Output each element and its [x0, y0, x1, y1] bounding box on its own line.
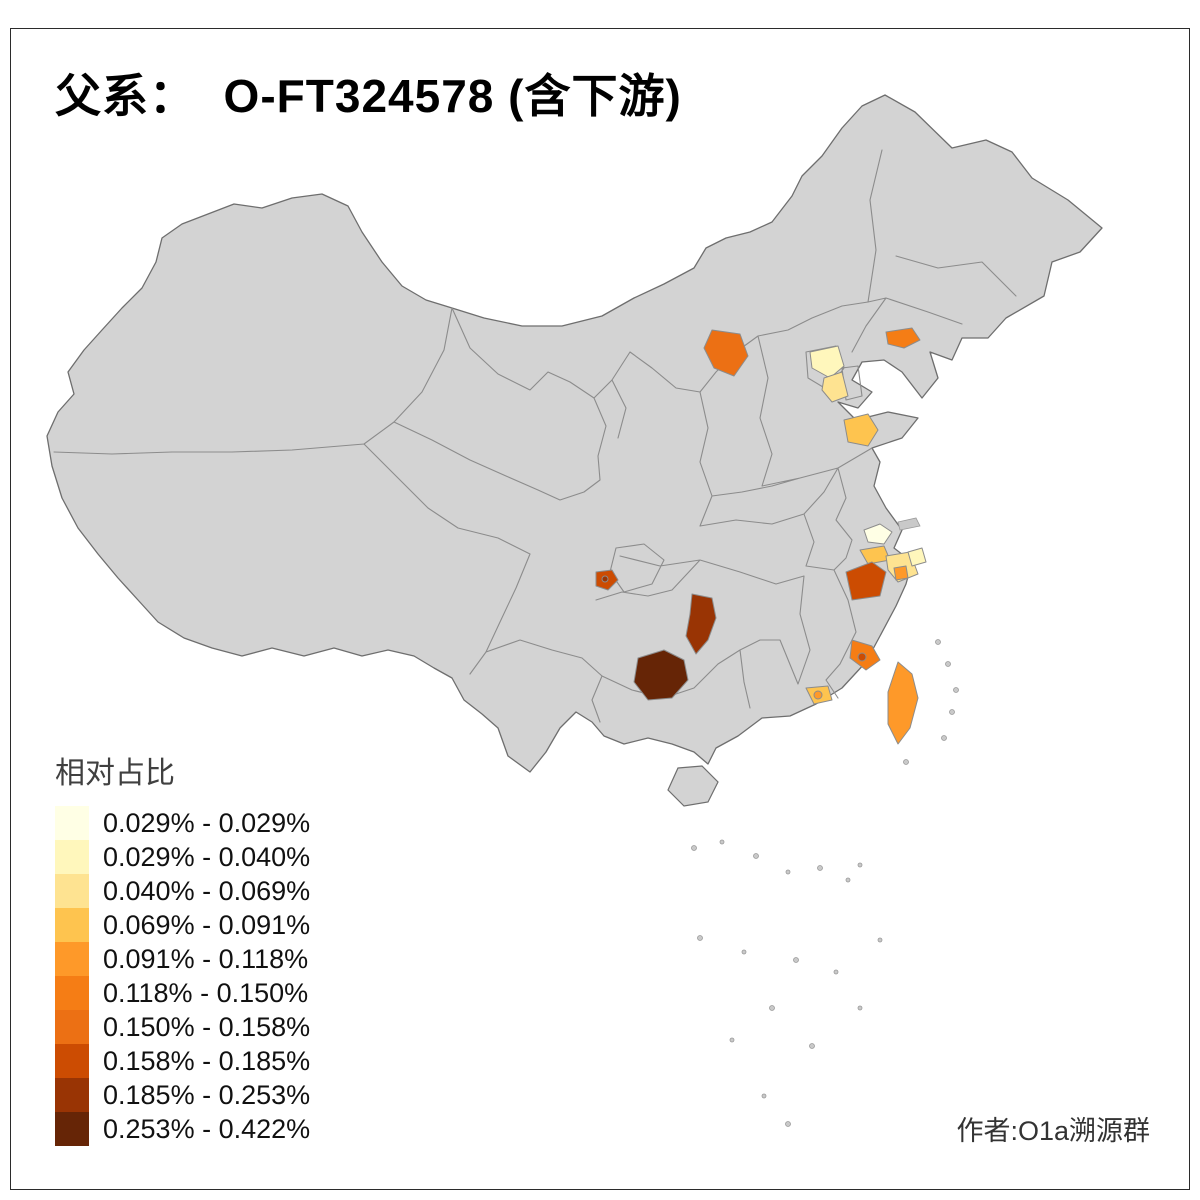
mainland-china-shape: [46, 94, 1103, 773]
legend-label: 0.029% - 0.029%: [103, 807, 311, 838]
legend-item: 0.185% - 0.253%: [55, 1078, 310, 1112]
legend-title: 相对占比: [55, 757, 175, 790]
region-inner-mongolia: [703, 329, 749, 377]
hainan-island-shape: [667, 765, 719, 807]
legend-swatch: [55, 874, 89, 908]
legend-item: 0.029% - 0.040%: [55, 840, 310, 874]
offshore-islands: [691, 517, 959, 1127]
legend-item: 0.150% - 0.158%: [55, 1010, 310, 1044]
legend-item: 0.069% - 0.091%: [55, 908, 310, 942]
legend-label: 0.185% - 0.253%: [103, 1079, 311, 1110]
legend-swatch: [55, 1112, 89, 1146]
legend-label: 0.118% - 0.150%: [103, 977, 309, 1008]
legend-swatch: [55, 976, 89, 1010]
region-chongqing-dot: [601, 575, 609, 583]
legend-swatch: [55, 840, 89, 874]
legend-item: 0.158% - 0.185%: [55, 1044, 310, 1078]
legend-item: 0.253% - 0.422%: [55, 1112, 310, 1146]
legend-label: 0.158% - 0.185%: [103, 1045, 311, 1076]
legend: 相对占比 0.029% - 0.029% 0.029% - 0.040% 0.0…: [55, 748, 310, 1146]
legend-label: 0.150% - 0.158%: [103, 1011, 311, 1042]
province-boundaries: [53, 149, 1017, 723]
region-liaoning: [885, 327, 921, 349]
region-jiangsu-coastal: [863, 523, 893, 545]
region-hunan-west: [685, 593, 717, 655]
legend-swatch: [55, 806, 89, 840]
region-taiwan: [887, 661, 919, 745]
legend-item: 0.091% - 0.118%: [55, 942, 310, 976]
legend-label: 0.040% - 0.069%: [103, 875, 311, 906]
region-guangdong-dot: [813, 690, 823, 700]
region-beijing-north: [809, 345, 845, 379]
author-credit: 作者:O1a溯源群: [956, 1116, 1150, 1146]
region-fujian-dark-dot: [857, 652, 867, 662]
legend-swatch: [55, 1044, 89, 1078]
legend-label: 0.253% - 0.422%: [103, 1113, 311, 1144]
legend-item: 0.118% - 0.150%: [55, 976, 310, 1010]
region-guizhou: [633, 649, 689, 701]
region-shandong: [843, 413, 879, 447]
legend-swatch: [55, 1078, 89, 1112]
region-zhejiang-coastal: [907, 547, 927, 567]
legend-label: 0.069% - 0.091%: [103, 909, 311, 940]
legend-swatch: [55, 942, 89, 976]
legend-label: 0.029% - 0.040%: [103, 841, 311, 872]
legend-item: 0.040% - 0.069%: [55, 874, 310, 908]
legend-label: 0.091% - 0.118%: [103, 943, 309, 974]
region-beijing-south: [821, 371, 849, 403]
region-zhejiang-mid-dot: [893, 565, 909, 581]
legend-item: 0.029% - 0.029%: [55, 806, 310, 840]
region-hangzhou: [845, 561, 887, 601]
legend-swatch: [55, 908, 89, 942]
page-title: 父系： O-FT324578 (含下游): [55, 70, 682, 122]
legend-swatch: [55, 1010, 89, 1044]
